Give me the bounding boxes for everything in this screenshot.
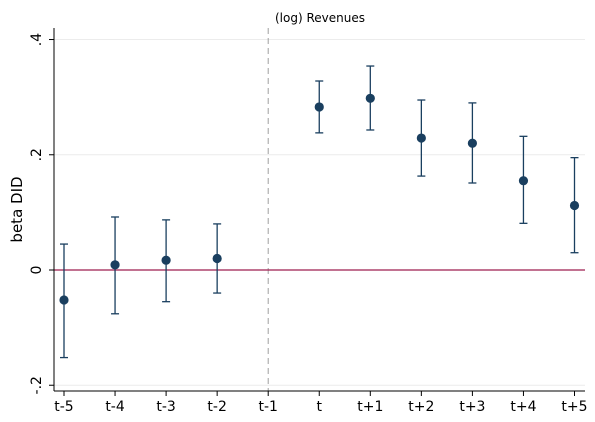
- estimate-point: [110, 260, 120, 270]
- y-axis-ticks: -.2 0 .2 .4: [29, 33, 54, 394]
- y-tick-label: 0: [29, 266, 45, 275]
- y-axis-title: beta DID: [8, 176, 26, 242]
- estimate-point: [467, 138, 477, 148]
- estimate-point: [314, 102, 324, 112]
- estimate-point: [161, 255, 171, 265]
- x-tick-label: t: [317, 399, 323, 415]
- x-tick-label: t+4: [510, 399, 536, 415]
- estimate-point: [59, 295, 69, 305]
- estimate-point: [212, 253, 222, 264]
- chart-title: (log) Revenues: [275, 11, 365, 25]
- estimate-point: [518, 176, 529, 186]
- estimate-point: [365, 93, 375, 103]
- x-axis-ticks: t-5 t-4 t-3 t-2 t-1 t t+1 t+2 t+3 t+4 t+5: [54, 391, 588, 415]
- y-tick-label: -.2: [29, 376, 45, 394]
- x-tick-label: t+5: [561, 399, 587, 415]
- y-tick-label: .4: [29, 33, 45, 46]
- gridlines: [54, 39, 585, 386]
- x-tick-label: t-1: [258, 399, 277, 415]
- x-tick-label: t+3: [459, 399, 485, 415]
- estimate-point: [416, 133, 426, 143]
- x-tick-label: t-4: [105, 399, 125, 415]
- x-tick-label: t-2: [207, 399, 226, 415]
- point-estimates: [59, 93, 580, 305]
- x-tick-label: t-5: [54, 399, 73, 415]
- x-tick-label: t+2: [408, 399, 434, 415]
- x-tick-label: t-3: [156, 399, 175, 415]
- y-tick-label: .2: [29, 148, 45, 161]
- estimate-point: [569, 200, 580, 211]
- x-tick-label: t+1: [357, 399, 383, 415]
